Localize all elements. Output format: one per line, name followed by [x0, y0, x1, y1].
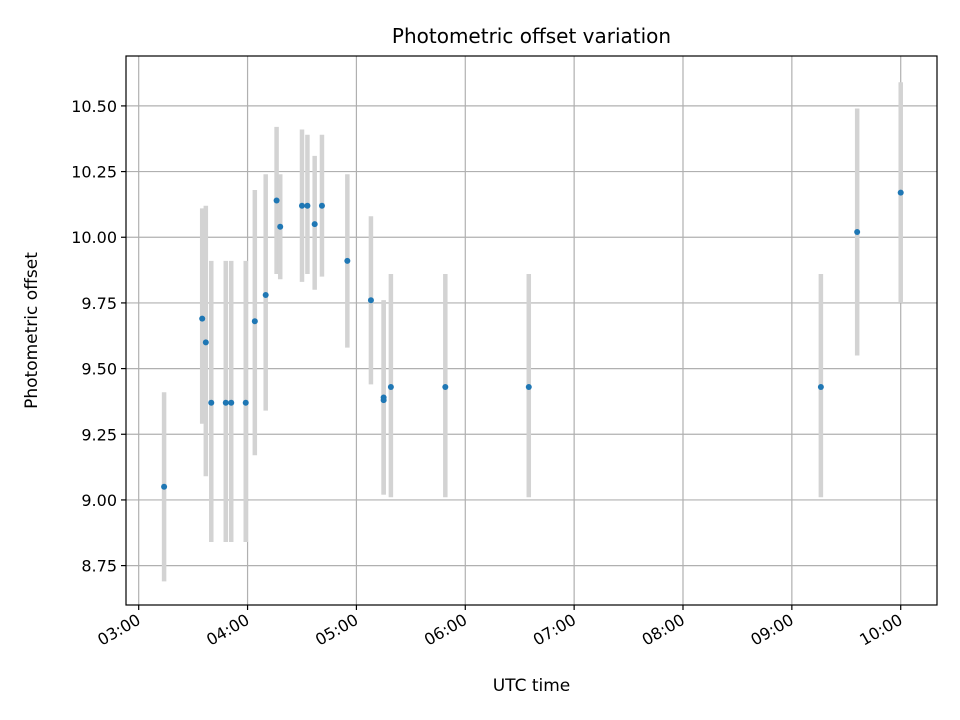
data-point — [311, 221, 318, 228]
y-axis-label: Photometric offset — [22, 252, 42, 409]
y-axis: 8.75 9.00 9.25 9.50 9.75 10.00 10.25 10.50 — [71, 97, 126, 576]
data-point — [380, 394, 387, 401]
data-point — [262, 292, 269, 299]
data-point — [897, 189, 904, 196]
data-point — [222, 399, 229, 406]
y-tick-label: 9.75 — [81, 294, 117, 313]
data-point — [304, 202, 311, 209]
data-point — [387, 383, 394, 390]
data-point — [202, 339, 209, 346]
data-point — [161, 483, 168, 490]
data-point — [817, 383, 824, 390]
y-tick-label: 9.00 — [81, 491, 117, 510]
data-point — [367, 297, 374, 304]
y-tick-label: 9.25 — [81, 425, 117, 444]
plot-frame — [125, 55, 938, 606]
y-tick-label: 10.00 — [71, 228, 117, 247]
data-point — [273, 197, 280, 204]
data-point — [199, 315, 206, 322]
data-point — [251, 318, 258, 325]
data-point — [277, 223, 284, 230]
data-point — [242, 399, 249, 406]
chart-title: Photometric offset variation — [392, 24, 671, 48]
data-point — [228, 399, 235, 406]
data-point — [854, 228, 861, 235]
data-point — [344, 257, 351, 264]
y-tick-label: 8.75 — [81, 557, 117, 576]
data-point — [525, 383, 532, 390]
y-tick-label: 9.50 — [81, 360, 117, 379]
data-point — [442, 383, 449, 390]
y-tick-label: 10.25 — [71, 163, 117, 182]
x-axis-label: UTC time — [493, 676, 571, 696]
y-tick-label: 10.50 — [71, 97, 117, 116]
grid — [126, 56, 937, 605]
data-point — [208, 399, 215, 406]
data-point — [298, 202, 305, 209]
data-points — [161, 189, 904, 490]
data-point — [318, 202, 325, 209]
